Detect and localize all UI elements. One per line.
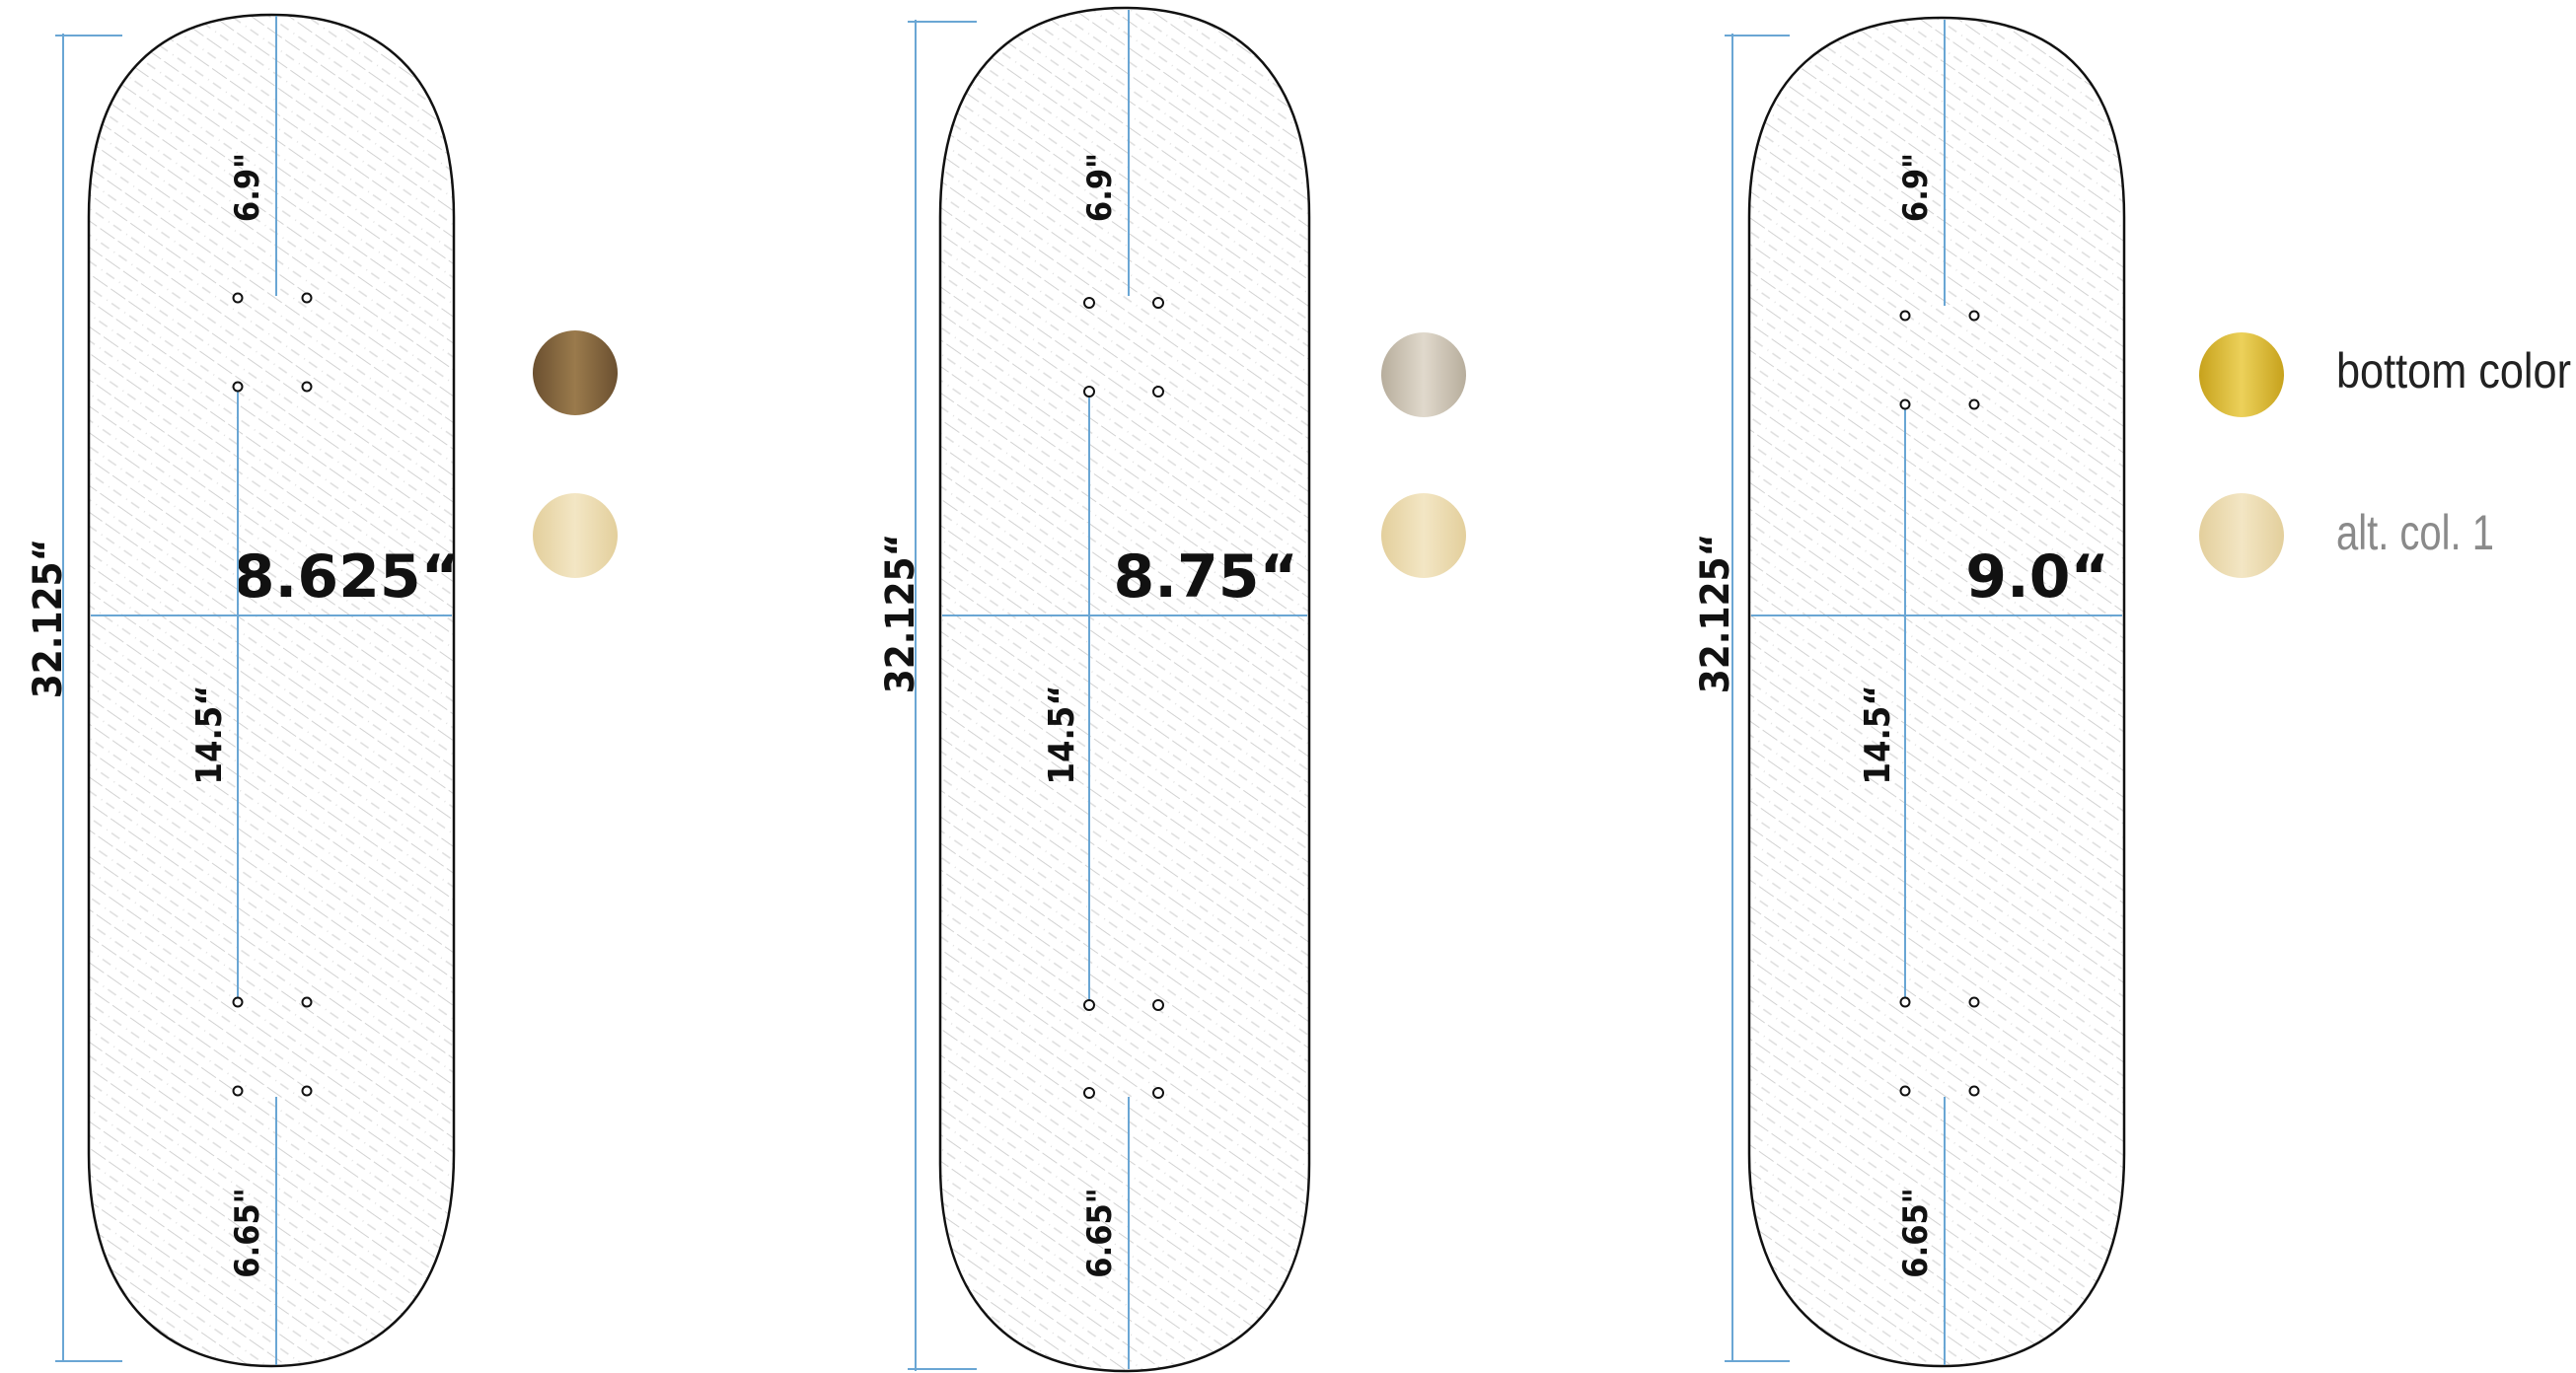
truck-hole — [1899, 310, 1911, 322]
truck-hole — [232, 996, 244, 1008]
truck-hole — [1968, 310, 1980, 322]
truck-hole — [232, 1085, 244, 1097]
truck-hole — [1152, 1087, 1164, 1099]
length-label: 32.125“ — [26, 539, 71, 699]
bottom-color-swatch[interactable] — [2199, 332, 2284, 417]
board-1: 32.125“ 8.625“ 6.9" 14.5“ 6.65" — [26, 13, 618, 1368]
wheelbase-label: 14.5“ — [1042, 685, 1082, 784]
truck-hole — [1899, 398, 1911, 410]
alt-color-swatch[interactable] — [2199, 493, 2284, 578]
width-label: 9.0“ — [1965, 542, 2109, 612]
truck-hole — [301, 1085, 313, 1097]
truck-hole — [1968, 1085, 1980, 1097]
bottom-color-swatch[interactable] — [1381, 332, 1466, 417]
truck-hole — [1083, 999, 1095, 1011]
truck-hole — [232, 292, 244, 304]
truck-hole — [301, 381, 313, 393]
nose-label: 6.9" — [1080, 153, 1120, 222]
width-label: 8.75“ — [1114, 542, 1298, 612]
truck-hole — [301, 996, 313, 1008]
board-3: 32.125“ 9.0“ 6.9" 14.5“ 6.65" — [1693, 16, 2284, 1368]
legend-alt-color-label: alt. col. 1 — [2336, 505, 2494, 560]
length-label: 32.125“ — [1693, 534, 1738, 694]
wheelbase-label: 14.5“ — [1858, 685, 1898, 784]
truck-hole — [232, 381, 244, 393]
wheelbase-label: 14.5“ — [189, 685, 230, 784]
tail-label: 6.65" — [1080, 1188, 1120, 1277]
truck-hole — [1899, 1085, 1911, 1097]
tail-label: 6.65" — [1896, 1188, 1936, 1277]
tail-label: 6.65" — [228, 1188, 267, 1277]
truck-hole — [1899, 996, 1911, 1008]
nose-label: 6.9" — [1896, 153, 1936, 222]
alt-color-swatch[interactable] — [533, 493, 618, 578]
board-2: 32.125“ 8.75“ 6.9" 14.5“ 6.65" — [878, 6, 1466, 1373]
alt-color-swatch[interactable] — [1381, 493, 1466, 578]
deck-outline — [1747, 16, 2126, 1368]
truck-hole — [1968, 996, 1980, 1008]
truck-hole — [1152, 999, 1164, 1011]
truck-hole — [1083, 297, 1095, 309]
length-label: 32.125“ — [878, 534, 923, 694]
legend-bottom-color-label: bottom color — [2336, 343, 2571, 398]
width-label: 8.625“ — [234, 542, 460, 612]
deck-outline — [938, 6, 1311, 1373]
truck-hole — [1083, 386, 1095, 397]
legend: bottom color alt. col. 1 — [2336, 343, 2571, 560]
truck-hole — [301, 292, 313, 304]
truck-hole — [1968, 398, 1980, 410]
nose-label: 6.9" — [228, 153, 267, 222]
truck-hole — [1083, 1087, 1095, 1099]
bottom-color-swatch[interactable] — [533, 330, 618, 415]
truck-hole — [1152, 386, 1164, 397]
deck-outline — [87, 13, 456, 1368]
truck-hole — [1152, 297, 1164, 309]
